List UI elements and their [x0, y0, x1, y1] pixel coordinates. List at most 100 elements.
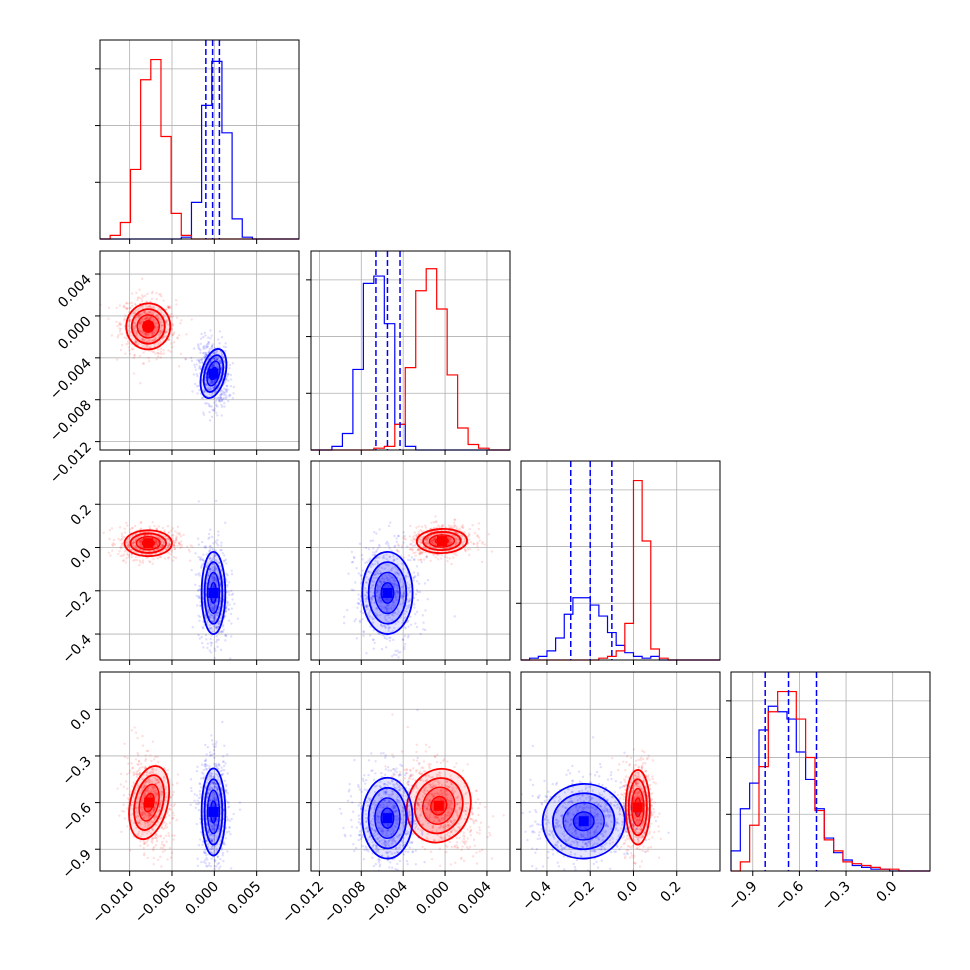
sample-point [472, 542, 475, 546]
sample-point [441, 525, 444, 529]
sample-point [152, 318, 156, 321]
sample-point [449, 541, 453, 544]
sample-point [159, 800, 163, 803]
sample-point [156, 793, 159, 797]
sample-point [157, 341, 160, 345]
sample-point [216, 855, 219, 858]
sample-point [389, 636, 392, 639]
sample-point [197, 543, 201, 546]
sample-point [134, 341, 137, 344]
sample-point [171, 834, 174, 837]
panel-background [311, 251, 510, 450]
sample-point [213, 616, 216, 619]
sample-point [160, 785, 163, 788]
sample-point [202, 413, 206, 416]
sample-point [151, 786, 155, 790]
sample-point [426, 540, 429, 543]
sample-point [402, 592, 406, 595]
sample-point [123, 306, 127, 309]
sample-point [453, 552, 456, 556]
sample-point [200, 763, 204, 766]
sample-point [154, 321, 157, 325]
sample-point [207, 611, 210, 615]
sample-point [385, 606, 388, 610]
sample-point [145, 771, 149, 774]
sample-point [173, 341, 176, 344]
sample-point [214, 568, 217, 572]
sample-point [208, 347, 211, 351]
sample-point [210, 614, 213, 617]
sample-point [158, 339, 162, 343]
sample-point [149, 812, 152, 816]
sample-point [136, 316, 140, 320]
sample-point [233, 602, 236, 606]
sample-point [168, 530, 171, 534]
sample-point [125, 342, 128, 346]
sample-point [213, 816, 216, 820]
sample-point [403, 534, 406, 538]
sample-point [228, 367, 231, 370]
sample-point [206, 345, 210, 348]
sample-point [134, 326, 137, 329]
sample-point [213, 878, 215, 880]
sample-point [382, 554, 386, 557]
sample-point [128, 349, 131, 352]
sample-point [415, 588, 419, 592]
sample-point [157, 525, 160, 528]
sample-point [167, 305, 170, 309]
sample-point [161, 526, 165, 530]
sample-point [125, 552, 129, 556]
sample-point [391, 629, 394, 633]
sample-point [125, 337, 128, 340]
sample-point [228, 363, 232, 367]
sample-point [120, 830, 123, 834]
sample-point [117, 537, 120, 541]
sample-point [142, 351, 145, 354]
sample-point [123, 742, 126, 746]
sample-point [157, 760, 160, 764]
sample-point [207, 831, 210, 834]
sample-point [406, 636, 410, 639]
sample-point [212, 614, 215, 617]
sample-point [367, 547, 371, 551]
sample-point [220, 568, 223, 572]
sample-point [154, 539, 158, 542]
sample-point [378, 597, 381, 600]
sample-point [132, 771, 135, 774]
sample-point [191, 390, 194, 393]
sample-point [220, 405, 224, 408]
sample-point [219, 362, 222, 365]
sample-point [448, 536, 451, 540]
sample-point [142, 853, 146, 857]
sample-point [376, 608, 379, 611]
sample-point [216, 614, 219, 617]
sample-point [115, 320, 118, 324]
sample-point [359, 610, 363, 613]
sample-point [166, 769, 169, 772]
sample-point [107, 551, 111, 554]
sample-point [135, 332, 139, 335]
sample-point [144, 784, 147, 787]
sample-point [224, 633, 228, 637]
sample-point [407, 599, 411, 603]
sample-point [122, 794, 126, 797]
sample-point [212, 617, 216, 620]
sample-point [460, 525, 463, 528]
sample-point [378, 598, 381, 601]
sample-point [420, 525, 424, 528]
sample-point [146, 789, 150, 792]
sample-point [365, 581, 368, 585]
sample-point [380, 566, 383, 570]
sample-point [206, 387, 210, 390]
sample-point [127, 543, 130, 547]
sample-point [155, 539, 158, 542]
sample-point [448, 537, 451, 540]
sample-point [154, 541, 158, 545]
sample-point [155, 800, 158, 804]
sample-point [378, 588, 381, 591]
sample-point [151, 305, 155, 309]
sample-point [213, 620, 216, 623]
sample-point [211, 585, 215, 589]
sample-point [124, 352, 127, 355]
sample-point [219, 786, 223, 789]
